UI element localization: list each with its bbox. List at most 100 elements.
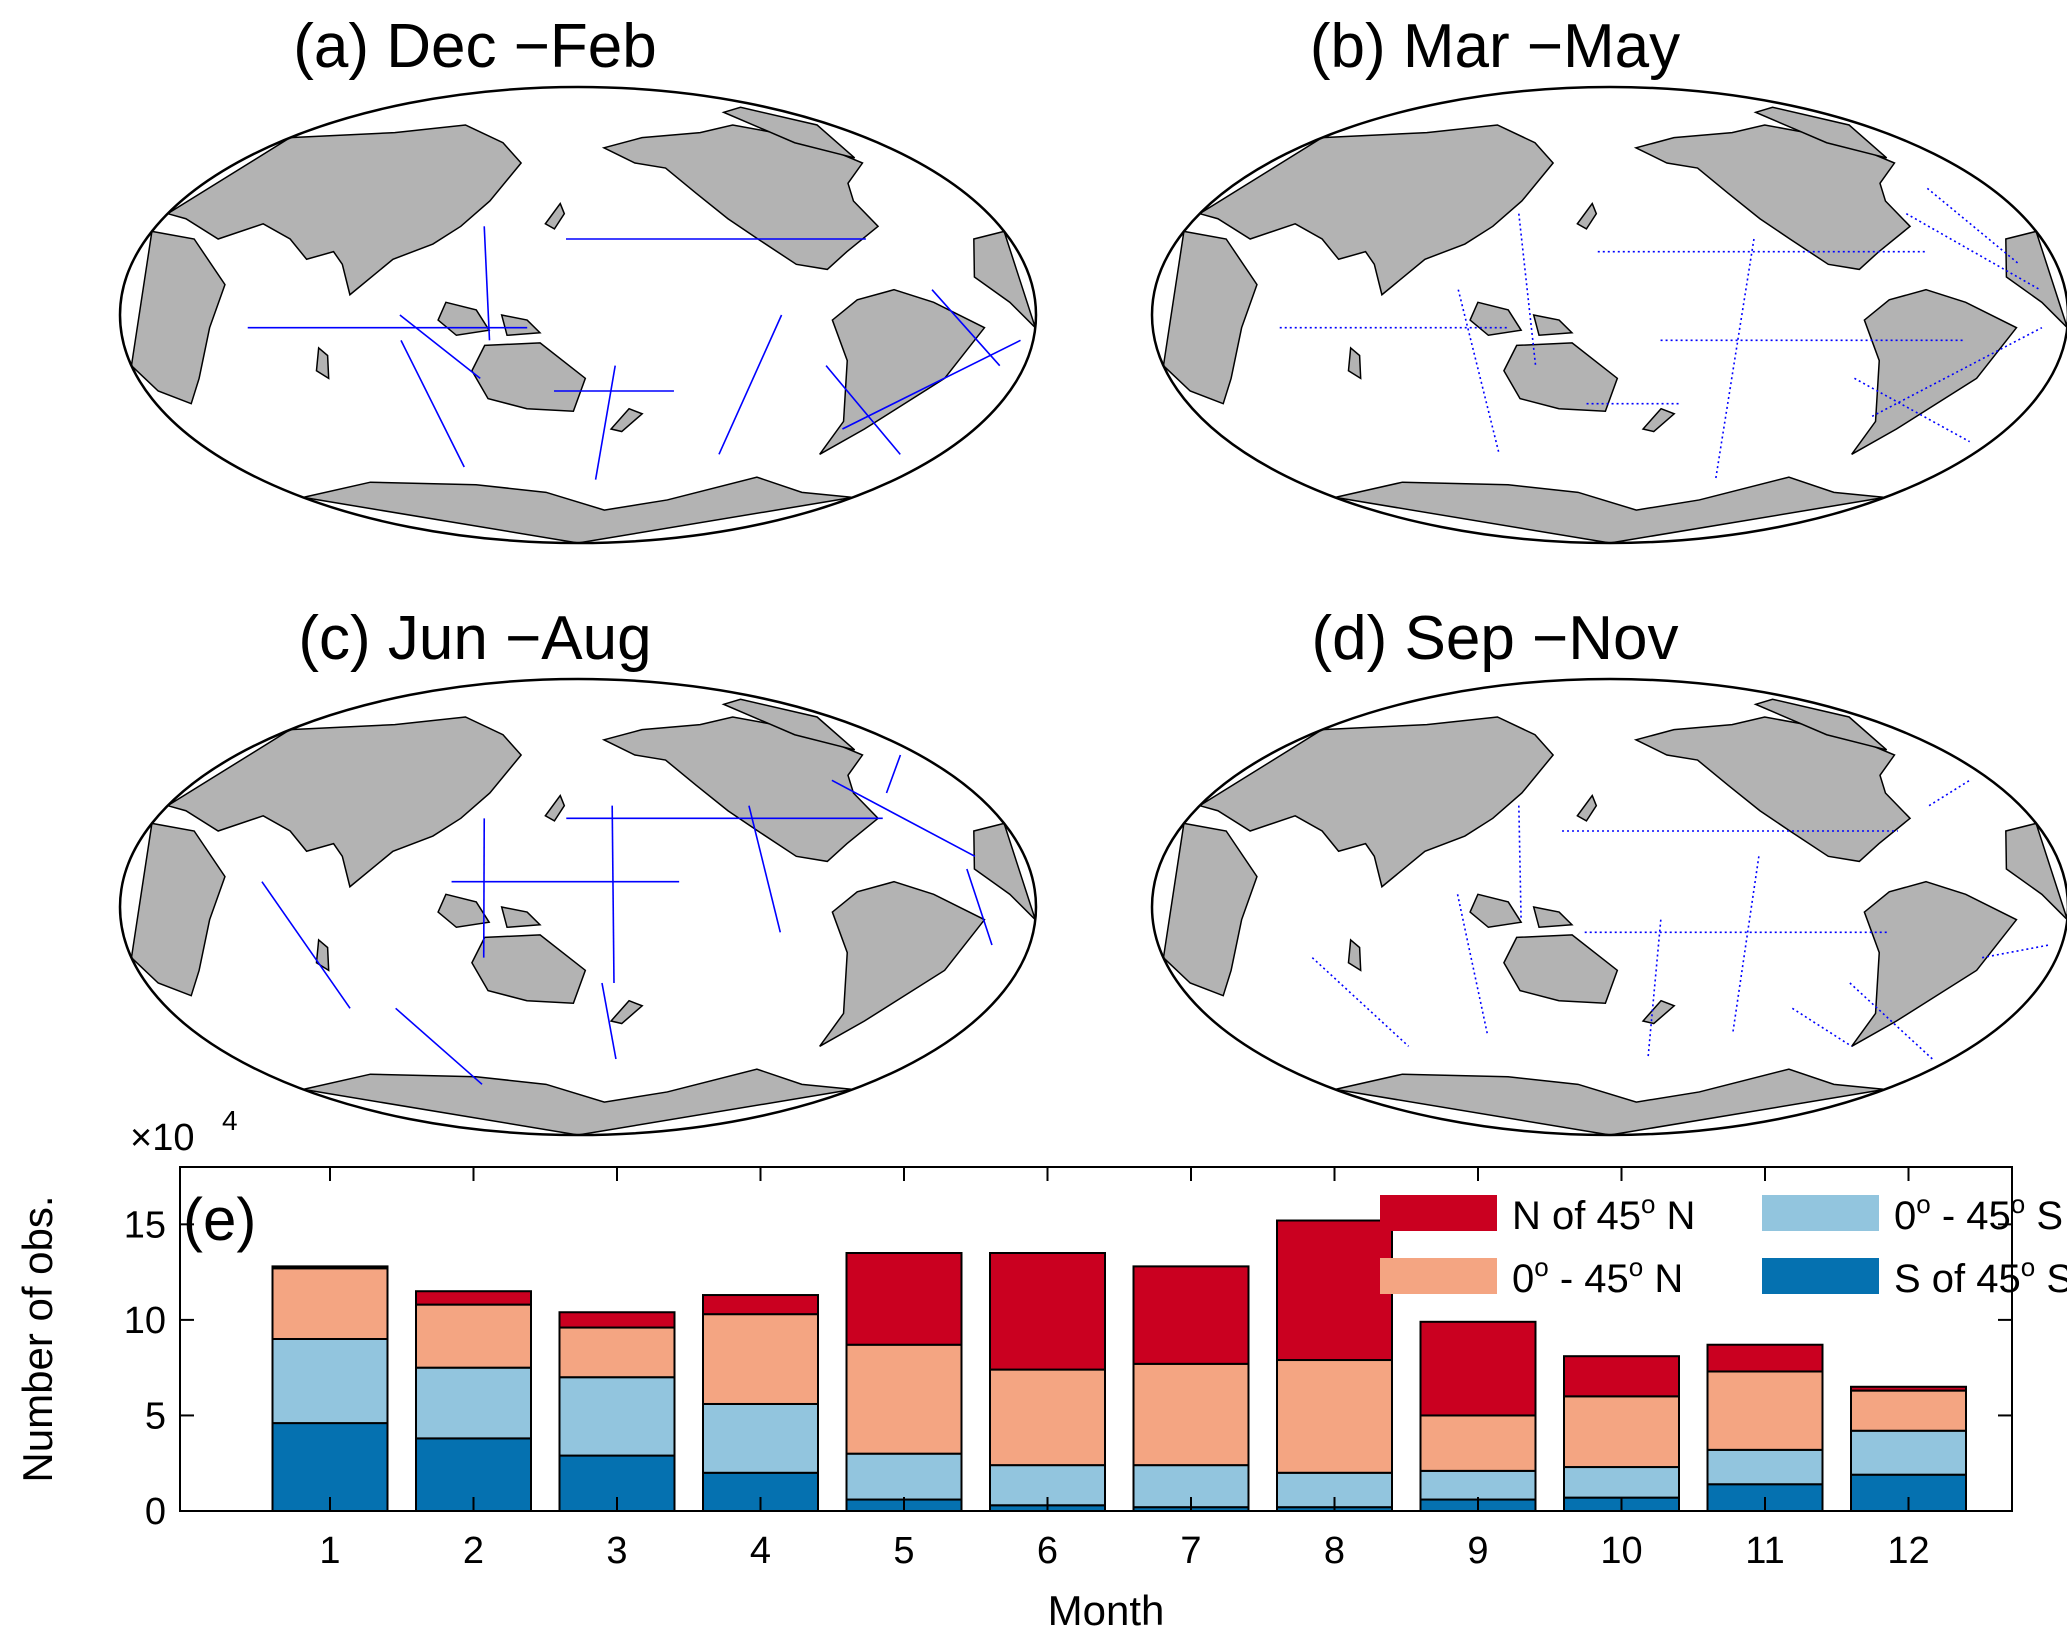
land-mass [819, 880, 986, 1047]
land-mass [471, 342, 587, 413]
map-title-b: (b) Mar −May [1309, 12, 1681, 81]
bar-segment [1706, 1343, 1824, 1373]
land-mass [165, 124, 523, 297]
land-mass [1347, 938, 1362, 972]
observation-track [842, 339, 1021, 430]
land-mass [1753, 698, 1888, 751]
land-mass [1576, 202, 1598, 230]
land-mass [1469, 893, 1523, 929]
bar-segment [845, 1452, 963, 1501]
map-title-a: (a) Dec −Feb [293, 12, 657, 81]
x-tick-label: 12 [1887, 1530, 1929, 1572]
land-mass [437, 893, 491, 929]
bar-segment [558, 1376, 676, 1457]
land-mass [1197, 124, 1555, 297]
x-tick-label: 6 [1037, 1530, 1058, 1572]
observation-track [1311, 957, 1410, 1047]
land-mass [1347, 346, 1362, 380]
observation-track [1714, 238, 1755, 480]
observation-track [1871, 326, 2043, 418]
legend-swatch [1380, 1195, 1497, 1231]
observation-track [1518, 805, 1522, 920]
world-map-a [118, 85, 1038, 545]
legend-swatch [1762, 1258, 1879, 1294]
land-mass [1162, 822, 1258, 997]
bar-segment [1563, 1395, 1680, 1469]
legend-label-part: o [1916, 1189, 1930, 1219]
land-mass [1641, 999, 1676, 1025]
bar-segment [1850, 1389, 1967, 1432]
legend-label-part: N of 45 [1512, 1194, 1641, 1238]
x-tick-label: 9 [1467, 1530, 1488, 1572]
world-map-b [1150, 85, 2067, 545]
legend-label-part: - 45 [1549, 1257, 1629, 1301]
observation-track [885, 754, 902, 794]
land-mass [1162, 230, 1258, 405]
land-mass [1503, 934, 1619, 1005]
land-mass [973, 230, 1036, 329]
x-tick-label: 11 [1745, 1530, 1784, 1572]
observation-track [748, 805, 782, 933]
land-mass [1851, 288, 2018, 455]
land-mass [609, 999, 644, 1025]
legend-label-part: 0 [1894, 1194, 1916, 1238]
land-mass [544, 202, 566, 230]
land-mass [500, 314, 542, 337]
bar-segment [558, 1326, 676, 1379]
legend-label-part: o [1641, 1189, 1655, 1219]
land-mass [1335, 476, 1885, 543]
bar-segment [558, 1311, 676, 1329]
y-multiplier-label: ×10 [130, 1117, 194, 1159]
legend-label: N of 45o N [1512, 1189, 1695, 1238]
x-tick-label: 3 [606, 1530, 627, 1572]
bar-segment [1276, 1359, 1393, 1474]
x-tick-label: 8 [1324, 1530, 1345, 1572]
observation-track [601, 982, 617, 1060]
x-tick-label: 7 [1180, 1530, 1201, 1572]
observation-track [1647, 919, 1662, 1060]
bar-segment [1419, 1469, 1537, 1501]
bar-segment [271, 1267, 389, 1341]
bar-segment [845, 1343, 963, 1455]
land-mass [315, 938, 330, 972]
land-mass [1197, 716, 1555, 889]
y-tick-label: 0 [145, 1491, 166, 1533]
land-mass [819, 288, 986, 455]
legend-label-part: o [1629, 1252, 1643, 1282]
land-mass [1469, 301, 1523, 337]
observation-track [261, 881, 351, 1009]
bar-segment [702, 1294, 819, 1316]
legend-label-part: o [2021, 1252, 2035, 1282]
map-title-c: (c) Jun −Aug [298, 604, 652, 673]
bar-segment [989, 1252, 1106, 1371]
map-outline [118, 85, 1038, 545]
y-multiplier-exponent: 4 [222, 1105, 238, 1136]
map-outline [118, 677, 1038, 1137]
bar-segment [1276, 1219, 1393, 1362]
land-mass [721, 106, 856, 159]
legend-swatch [1380, 1258, 1497, 1294]
bar-segment [415, 1303, 532, 1369]
observation-track [483, 226, 491, 341]
observation-track [594, 365, 617, 480]
observation-track [395, 1007, 483, 1085]
land-mass [609, 407, 644, 433]
legend-label-part: - 45 [1931, 1194, 2011, 1238]
land-mass [2005, 230, 2067, 329]
bar-segment [415, 1366, 532, 1440]
observation-track [1981, 944, 2050, 959]
legend-label-part: S [2035, 1257, 2067, 1301]
land-mass [315, 346, 330, 380]
legend-label-part: o [2011, 1189, 2025, 1219]
land-mass [1633, 716, 1912, 863]
y-tick-label: 10 [124, 1300, 166, 1342]
land-mass [165, 716, 523, 889]
land-mass [303, 476, 853, 543]
observation-track [1854, 377, 1971, 443]
panel-label-e: (e) [183, 1186, 256, 1253]
bar-segment [271, 1338, 389, 1425]
observation-track [966, 868, 993, 946]
observation-track [1905, 212, 2041, 291]
bar-segment [1419, 1414, 1537, 1472]
